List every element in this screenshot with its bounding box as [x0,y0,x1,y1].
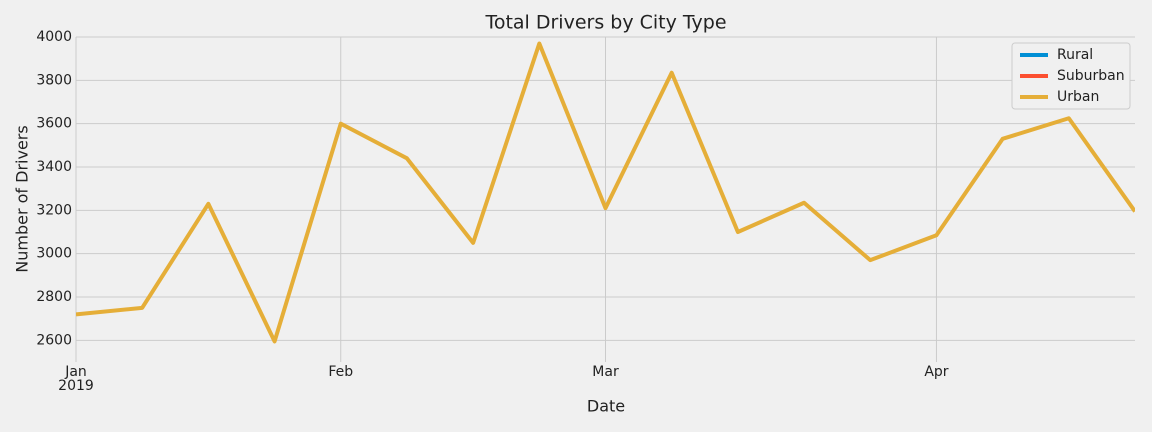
y-tick-label: 2600 [36,332,72,348]
plot-area [76,41,1135,344]
y-tick-label: 2800 [36,289,72,305]
y-tick-label: 4000 [36,29,72,45]
y-tick-label: 3200 [36,202,72,218]
legend-label: Suburban [1057,68,1125,84]
x-tick-label: Jan [64,364,87,380]
chart-title: Total Drivers by City Type [484,12,726,34]
legend-label: Rural [1057,47,1093,63]
y-tick-label: 3600 [36,116,72,132]
x-tick-label: Mar [592,364,619,380]
legend-box [1011,42,1131,110]
x-tick-label: Apr [924,364,948,380]
legend-label: Urban [1057,89,1099,105]
x-tick-label: Feb [328,364,353,380]
y-tick-label: 3800 [36,72,72,88]
y-axis-label: Number of Drivers [13,125,32,272]
line [76,41,1135,344]
y-tick-label: 3400 [36,159,72,175]
y-tick-label: 3000 [36,246,72,262]
x-axis-label: Date [587,397,625,416]
x-year-label: 2019 [58,378,94,394]
